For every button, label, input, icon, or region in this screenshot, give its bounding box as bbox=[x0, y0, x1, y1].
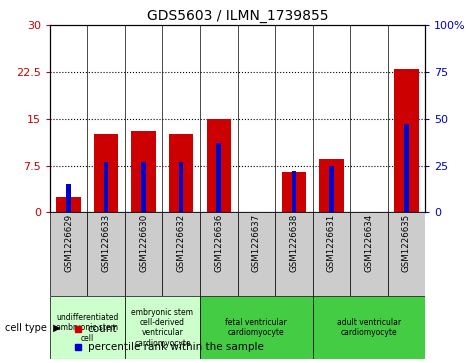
Bar bbox=[142, 162, 146, 212]
Text: GSM1226637: GSM1226637 bbox=[252, 214, 261, 272]
Text: percentile rank within the sample: percentile rank within the sample bbox=[88, 342, 264, 352]
Bar bbox=[394, 69, 418, 212]
Bar bbox=[162, 212, 200, 296]
Bar bbox=[404, 125, 408, 212]
Text: GSM1226633: GSM1226633 bbox=[102, 214, 111, 272]
Text: GSM1226632: GSM1226632 bbox=[177, 214, 186, 272]
Bar bbox=[125, 296, 200, 359]
Bar bbox=[319, 159, 343, 212]
Text: GSM1226638: GSM1226638 bbox=[289, 214, 298, 272]
Text: count: count bbox=[88, 324, 117, 334]
Bar bbox=[238, 212, 275, 296]
Bar bbox=[87, 212, 125, 296]
Bar bbox=[313, 212, 350, 296]
Bar bbox=[66, 184, 71, 212]
Bar bbox=[292, 171, 296, 212]
Bar bbox=[388, 212, 425, 296]
Text: undifferentiated
embryonic stem
cell: undifferentiated embryonic stem cell bbox=[56, 313, 119, 343]
Bar bbox=[50, 296, 125, 359]
Text: GSM1226635: GSM1226635 bbox=[402, 214, 411, 272]
Title: GDS5603 / ILMN_1739855: GDS5603 / ILMN_1739855 bbox=[147, 9, 328, 23]
Bar bbox=[207, 119, 231, 212]
Bar bbox=[57, 197, 81, 212]
Text: GSM1226634: GSM1226634 bbox=[364, 214, 373, 272]
Bar bbox=[200, 212, 238, 296]
Bar bbox=[179, 162, 183, 212]
Bar bbox=[329, 166, 333, 212]
Text: GSM1226630: GSM1226630 bbox=[139, 214, 148, 272]
Text: cell type  ▶: cell type ▶ bbox=[5, 323, 60, 333]
Bar bbox=[132, 131, 156, 212]
Text: fetal ventricular
cardiomyocyte: fetal ventricular cardiomyocyte bbox=[225, 318, 287, 337]
Bar bbox=[94, 134, 118, 212]
Text: GSM1226636: GSM1226636 bbox=[214, 214, 223, 272]
Bar bbox=[350, 212, 388, 296]
Text: embryonic stem
cell-derived
ventricular
cardiomyocyte: embryonic stem cell-derived ventricular … bbox=[132, 307, 193, 348]
Text: GSM1226631: GSM1226631 bbox=[327, 214, 336, 272]
Bar bbox=[282, 172, 306, 212]
Bar bbox=[169, 134, 193, 212]
Text: GSM1226629: GSM1226629 bbox=[64, 214, 73, 272]
Bar bbox=[313, 296, 425, 359]
Bar bbox=[217, 143, 221, 212]
Bar bbox=[104, 162, 108, 212]
Bar bbox=[275, 212, 313, 296]
Bar bbox=[200, 296, 313, 359]
Bar bbox=[50, 212, 87, 296]
Text: adult ventricular
cardiomyocyte: adult ventricular cardiomyocyte bbox=[337, 318, 401, 337]
Bar bbox=[125, 212, 162, 296]
